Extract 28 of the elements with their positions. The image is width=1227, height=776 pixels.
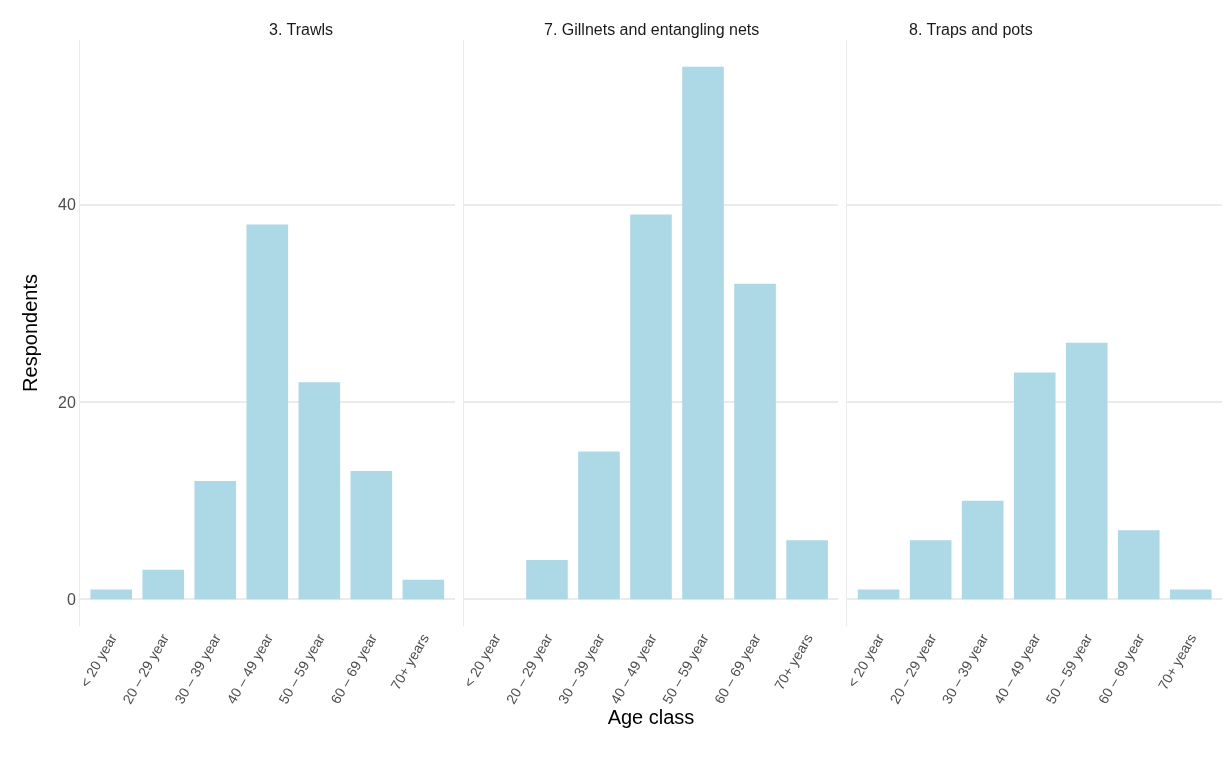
bar <box>90 589 133 600</box>
y-tick-label: 40 <box>58 196 76 214</box>
bar <box>298 382 341 600</box>
bar <box>194 480 237 600</box>
x-axis-title: Age class <box>607 706 695 729</box>
chart-title: 3. Trawls <box>269 21 334 38</box>
bar <box>1013 372 1056 600</box>
chart-title: 7. Gillnets and entangling nets <box>544 21 760 38</box>
bar <box>682 66 724 600</box>
bar <box>909 540 952 600</box>
bar <box>857 589 900 600</box>
bar <box>961 500 1004 600</box>
bar <box>1117 530 1160 600</box>
y-tick-label: 20 <box>58 393 76 411</box>
bar <box>786 540 828 600</box>
chart-title: 8. Traps and pots <box>909 21 1033 38</box>
bar <box>1169 589 1212 600</box>
y-tick-label: 0 <box>66 590 76 608</box>
bar <box>630 214 672 600</box>
y-axis-title: Respondents <box>18 274 41 392</box>
bar <box>402 579 445 600</box>
bar <box>734 283 776 600</box>
bar <box>142 569 185 600</box>
bar <box>1065 342 1108 600</box>
bar <box>526 559 568 600</box>
bar <box>350 471 393 600</box>
bar <box>246 224 289 600</box>
bar <box>578 451 620 600</box>
